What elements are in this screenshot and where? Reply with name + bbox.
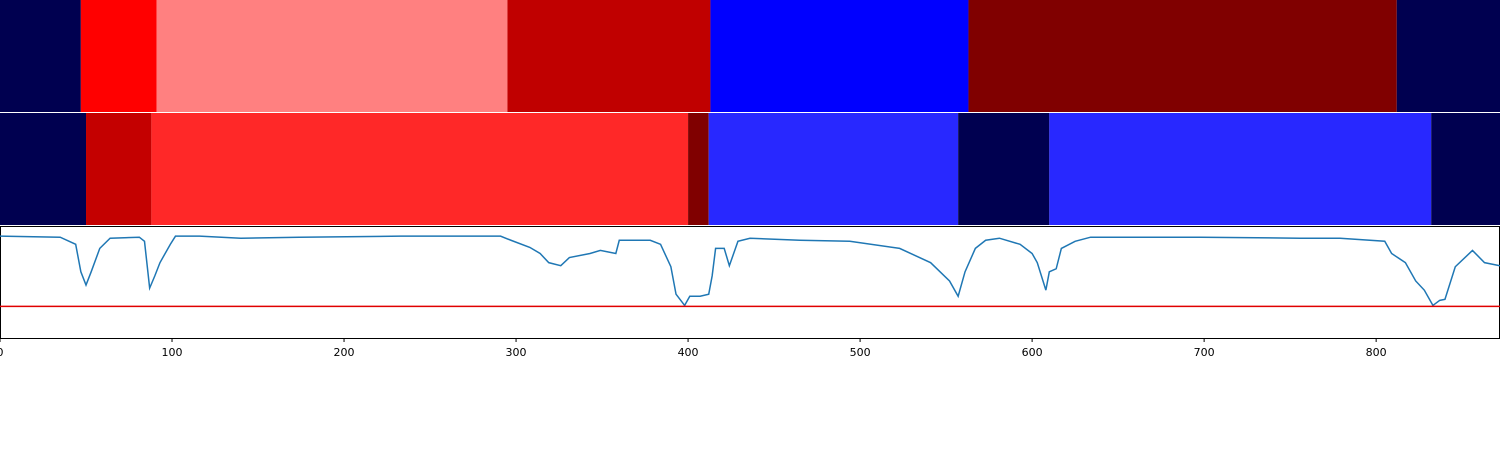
x-tick-label: 400 <box>678 346 699 359</box>
segment <box>958 113 1050 225</box>
x-tick-label: 200 <box>334 346 355 359</box>
x-tick-label: 300 <box>506 346 527 359</box>
segment <box>688 113 709 225</box>
segment <box>80 0 157 112</box>
segment <box>151 113 689 225</box>
segment <box>86 113 152 225</box>
x-tick-label: 0 <box>0 346 4 359</box>
segment <box>507 0 711 112</box>
segment <box>1049 113 1432 225</box>
x-tick-label: 500 <box>850 346 871 359</box>
plot-frame <box>0 226 1500 339</box>
segment <box>708 113 959 225</box>
x-tick-label: 700 <box>1194 346 1215 359</box>
segment <box>1431 113 1500 225</box>
segment <box>0 113 87 225</box>
data-line <box>0 235 1500 307</box>
segment <box>156 0 508 112</box>
segment <box>0 0 81 112</box>
x-tick-label: 100 <box>162 346 183 359</box>
x-tick-label: 800 <box>1366 346 1387 359</box>
x-tick-label: 600 <box>1022 346 1043 359</box>
segment <box>710 0 969 112</box>
segment <box>1396 0 1500 112</box>
segment <box>968 0 1397 112</box>
